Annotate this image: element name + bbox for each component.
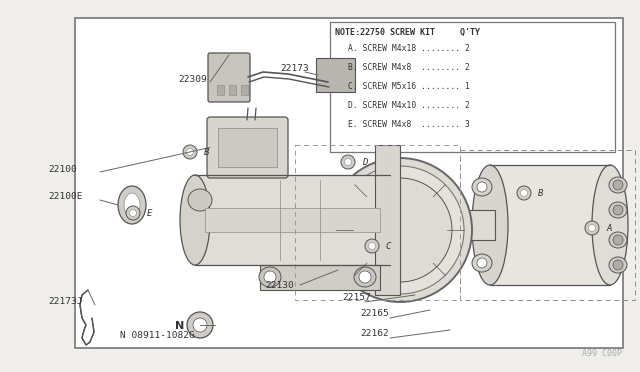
Text: 22173: 22173 bbox=[280, 64, 308, 73]
Text: NOTE:22750 SCREW KIT     Q'TY: NOTE:22750 SCREW KIT Q'TY bbox=[335, 28, 480, 37]
Bar bbox=[241, 85, 248, 95]
Ellipse shape bbox=[124, 193, 140, 217]
Bar bbox=[375, 145, 400, 295]
Bar bbox=[195, 175, 390, 265]
Circle shape bbox=[477, 258, 487, 268]
Text: E: E bbox=[147, 208, 152, 218]
Circle shape bbox=[341, 155, 355, 169]
Text: A: A bbox=[606, 224, 611, 232]
Text: 22309: 22309 bbox=[178, 74, 207, 83]
Circle shape bbox=[517, 186, 531, 200]
Text: A. SCREW M4x18 ........ 2: A. SCREW M4x18 ........ 2 bbox=[348, 44, 470, 53]
Ellipse shape bbox=[609, 177, 627, 193]
Ellipse shape bbox=[609, 232, 627, 248]
Bar bbox=[229, 85, 236, 95]
FancyBboxPatch shape bbox=[208, 53, 250, 102]
Circle shape bbox=[613, 235, 623, 245]
Ellipse shape bbox=[592, 165, 628, 285]
Circle shape bbox=[477, 182, 487, 192]
Bar bbox=[465, 210, 495, 240]
Text: 22165: 22165 bbox=[360, 310, 388, 318]
Circle shape bbox=[129, 209, 136, 217]
Text: B: B bbox=[538, 189, 543, 198]
Text: 22100E: 22100E bbox=[48, 192, 83, 201]
Bar bbox=[490, 165, 610, 285]
Bar bbox=[260, 265, 380, 290]
Text: E. SCREW M4x8  ........ 3: E. SCREW M4x8 ........ 3 bbox=[348, 120, 470, 129]
Circle shape bbox=[520, 189, 527, 196]
Circle shape bbox=[126, 206, 140, 220]
Bar bbox=[218, 128, 277, 167]
FancyBboxPatch shape bbox=[316, 58, 355, 92]
Ellipse shape bbox=[472, 165, 508, 285]
Circle shape bbox=[585, 221, 599, 235]
Circle shape bbox=[344, 158, 351, 166]
Text: D. SCREW M4x10 ........ 2: D. SCREW M4x10 ........ 2 bbox=[348, 101, 470, 110]
Circle shape bbox=[336, 166, 464, 294]
Ellipse shape bbox=[259, 267, 281, 287]
Bar bbox=[295, 145, 460, 300]
Circle shape bbox=[613, 260, 623, 270]
Ellipse shape bbox=[609, 257, 627, 273]
Circle shape bbox=[365, 239, 379, 253]
Circle shape bbox=[359, 271, 371, 283]
Circle shape bbox=[348, 178, 452, 282]
Circle shape bbox=[183, 145, 197, 159]
Text: 22100: 22100 bbox=[48, 164, 77, 173]
Circle shape bbox=[187, 312, 213, 338]
Circle shape bbox=[613, 205, 623, 215]
Circle shape bbox=[264, 271, 276, 283]
Text: N 08911-1082G: N 08911-1082G bbox=[120, 330, 195, 340]
Bar bbox=[75, 18, 623, 348]
Text: B. SCREW M4x8  ........ 2: B. SCREW M4x8 ........ 2 bbox=[348, 63, 470, 72]
Text: 22173J: 22173J bbox=[48, 298, 83, 307]
Text: B: B bbox=[204, 148, 209, 157]
Bar bbox=[205, 208, 380, 232]
Text: D: D bbox=[362, 157, 367, 167]
Ellipse shape bbox=[180, 175, 210, 265]
Ellipse shape bbox=[188, 189, 212, 211]
Circle shape bbox=[328, 158, 472, 302]
Circle shape bbox=[589, 224, 595, 231]
Text: N: N bbox=[175, 321, 184, 331]
Circle shape bbox=[186, 148, 193, 155]
Text: C. SCREW M5x16 ........ 1: C. SCREW M5x16 ........ 1 bbox=[348, 82, 470, 91]
Circle shape bbox=[613, 180, 623, 190]
Text: A99 C00P: A99 C00P bbox=[582, 349, 622, 358]
Bar bbox=[460, 150, 635, 300]
FancyBboxPatch shape bbox=[207, 117, 288, 178]
Text: 22130: 22130 bbox=[265, 280, 294, 289]
Text: 22162: 22162 bbox=[360, 330, 388, 339]
Bar bbox=[330, 22, 615, 152]
Ellipse shape bbox=[472, 254, 492, 272]
Circle shape bbox=[193, 318, 207, 332]
Text: C: C bbox=[386, 241, 392, 250]
Text: 22157: 22157 bbox=[342, 294, 371, 302]
Circle shape bbox=[369, 243, 376, 250]
Bar bbox=[217, 85, 224, 95]
Ellipse shape bbox=[609, 202, 627, 218]
Ellipse shape bbox=[354, 267, 376, 287]
Ellipse shape bbox=[472, 178, 492, 196]
Ellipse shape bbox=[118, 186, 146, 224]
